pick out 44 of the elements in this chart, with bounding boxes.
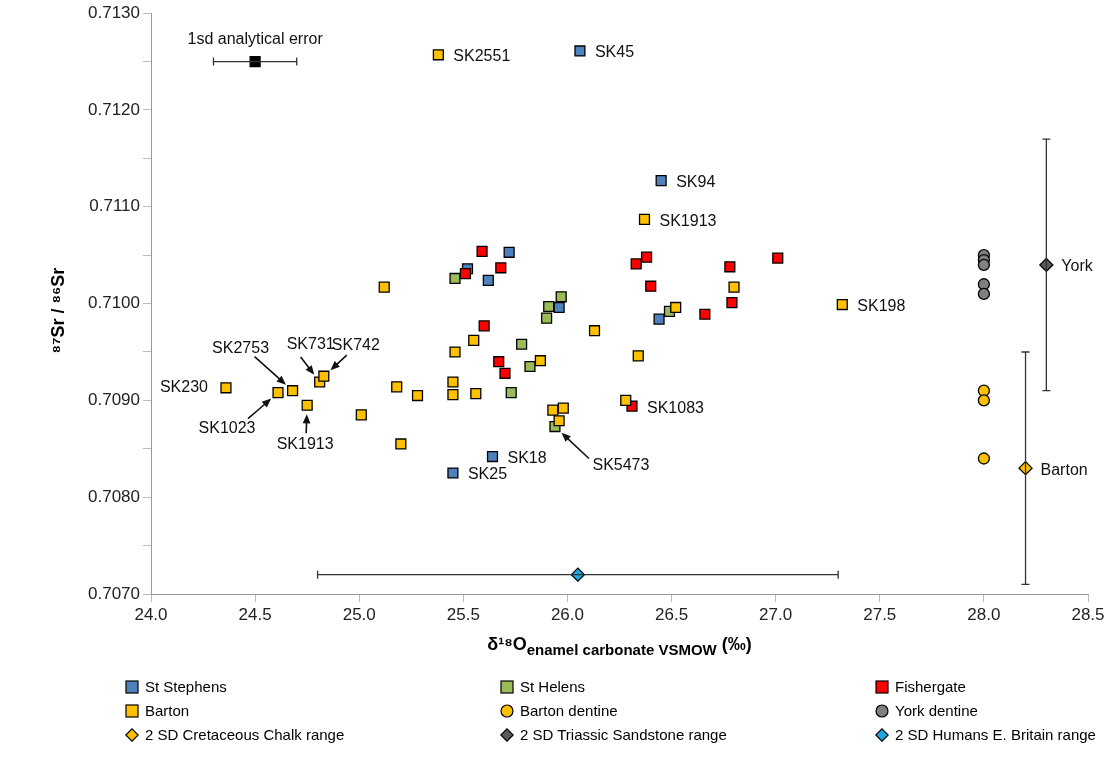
annotation: SK18 [507, 448, 547, 466]
annotation: SK230 [159, 378, 209, 396]
legend-label: York dentine [895, 702, 978, 719]
x-tick-label: 24.0 [134, 604, 168, 624]
annotation: SK1023 [198, 419, 256, 437]
y-tick-label: 0.7100 [88, 293, 140, 313]
legend-label: Fishergate [895, 678, 966, 695]
x-tick-label: 25.5 [446, 604, 480, 624]
legend-label: Barton dentine [520, 702, 618, 719]
legend-label: Barton [145, 702, 190, 719]
annotation: Barton [1040, 460, 1088, 478]
annotation: SK1083 [646, 398, 705, 416]
annotation: SK2753 [212, 339, 270, 357]
annotation: 1sd analytical error [187, 30, 324, 48]
annotation: SK1913 [276, 434, 334, 452]
y-tick-label: 0.7110 [89, 196, 140, 216]
annotation: SK45 [594, 43, 635, 61]
annotation: York [1061, 257, 1094, 275]
annotation: SK94 [676, 173, 716, 191]
x-tick-label: 26.5 [655, 604, 689, 624]
annotation: SK1913 [659, 211, 717, 229]
x-tick-label: 25.0 [342, 604, 376, 624]
x-tick-label: 27.5 [863, 604, 897, 624]
y-tick-label: 0.7120 [88, 99, 140, 119]
x-tick-label: 26.0 [550, 604, 584, 624]
legend-label: St Stephens [145, 678, 227, 695]
x-tick-label: 24.5 [238, 604, 272, 624]
legend-label: 2 SD Humans E. Britain range [895, 726, 1096, 743]
y-axis-title: ⁸⁷Sr / ⁸⁶Sr [47, 266, 69, 356]
y-tick-label: 0.7130 [88, 2, 140, 22]
annotation: SK25 [467, 465, 508, 483]
x-tick-label: 28.0 [967, 604, 1001, 624]
x-tick-label: 27.0 [759, 604, 793, 624]
x-axis-title: δ¹⁸O$_{enamel carbonate VSMOW}$ (‰) [486, 634, 753, 658]
annotation: SK2551 [453, 47, 511, 65]
y-tick-label: 0.7080 [88, 486, 140, 506]
legend-label: 2 SD Cretaceous Chalk range [145, 726, 345, 743]
x-tick-label: 28.5 [1071, 604, 1105, 624]
legend-label: St Helens [520, 678, 586, 695]
y-tick-label: 0.7090 [88, 390, 140, 410]
annotation: SK5473 [592, 455, 650, 473]
annotation: SK198 [857, 296, 906, 314]
y-tick-label: 0.7070 [88, 583, 140, 603]
legend-label: 2 SD Triassic Sandstone range [520, 726, 727, 743]
